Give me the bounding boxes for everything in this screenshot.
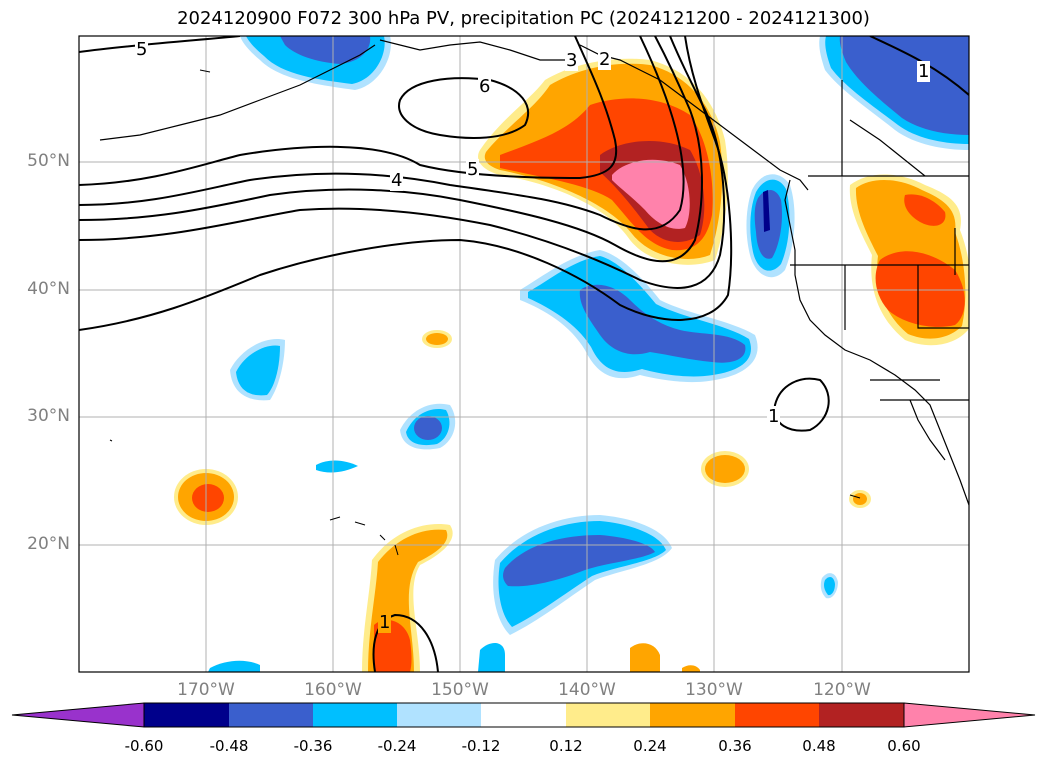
colorbar-extend-high [903,702,1036,728]
colorbar-segment [229,703,313,727]
lon-label-150w: 150°W [431,680,489,700]
colorbar-segment [819,703,904,727]
negative-anomaly-mid-pacific [520,250,758,383]
negative-anomaly-north [240,36,391,90]
colorbar-label: 0.24 [633,737,667,755]
contour-label: 1 [767,406,781,427]
lon-label-120w: 120°W [813,680,871,700]
colorbar-segment [397,703,481,727]
colorbar-label: 0.36 [718,737,752,755]
lat-label-20n: 20°N [27,534,70,554]
colorbar-label: -0.24 [377,737,417,755]
colorbar-segment [144,703,229,727]
negative-anomaly-small [208,339,456,672]
lon-label-140w: 140°W [558,680,616,700]
contour-label: 5 [466,159,480,180]
lat-label-50n: 50°N [27,151,70,171]
colorbar-label: 0.12 [549,737,583,755]
islands [109,69,861,556]
negative-anomaly-coast [746,174,795,278]
contour-label: 3 [565,50,579,71]
contour-label: 4 [390,170,404,191]
colorbar-label: -0.60 [124,737,164,755]
lon-label-130w: 130°W [685,680,743,700]
colorbar-label: 0.48 [802,737,836,755]
map-title: 2024120900 F072 300 hPa PV, precipitatio… [177,8,870,29]
colorbar-label: -0.48 [209,737,249,755]
lon-label-170w: 170°W [177,680,235,700]
lat-label-40n: 40°N [27,279,70,299]
colorbar-extend-low [11,702,145,728]
gridlines [79,36,969,672]
colorbar-segment [313,703,397,727]
contour-label: 5 [135,39,149,60]
contour-label: 1 [378,612,392,633]
negative-anomaly-canada [819,36,969,150]
colorbar [11,702,1036,728]
colorbar-label: -0.36 [293,737,333,755]
pv-contours [79,36,969,672]
colorbar-segment [735,703,819,727]
contour-label: 1 [917,61,931,82]
contour-label: 2 [598,49,612,70]
positive-anomaly-west-us [849,174,969,346]
map-frame [78,35,970,673]
colorbar-label: -0.12 [461,737,501,755]
colorbar-segment [566,703,650,727]
contour-label: 6 [478,76,492,97]
colorbar-segment [481,703,566,727]
positive-anomaly-main [478,58,728,265]
colorbar-segment [650,703,735,727]
colorbar-frame [143,702,905,728]
lon-label-160w: 160°W [304,680,362,700]
lat-label-30n: 30°N [27,406,70,426]
positive-anomaly-small [174,330,871,672]
colorbar-label: 0.60 [887,737,921,755]
coastlines [99,39,969,506]
